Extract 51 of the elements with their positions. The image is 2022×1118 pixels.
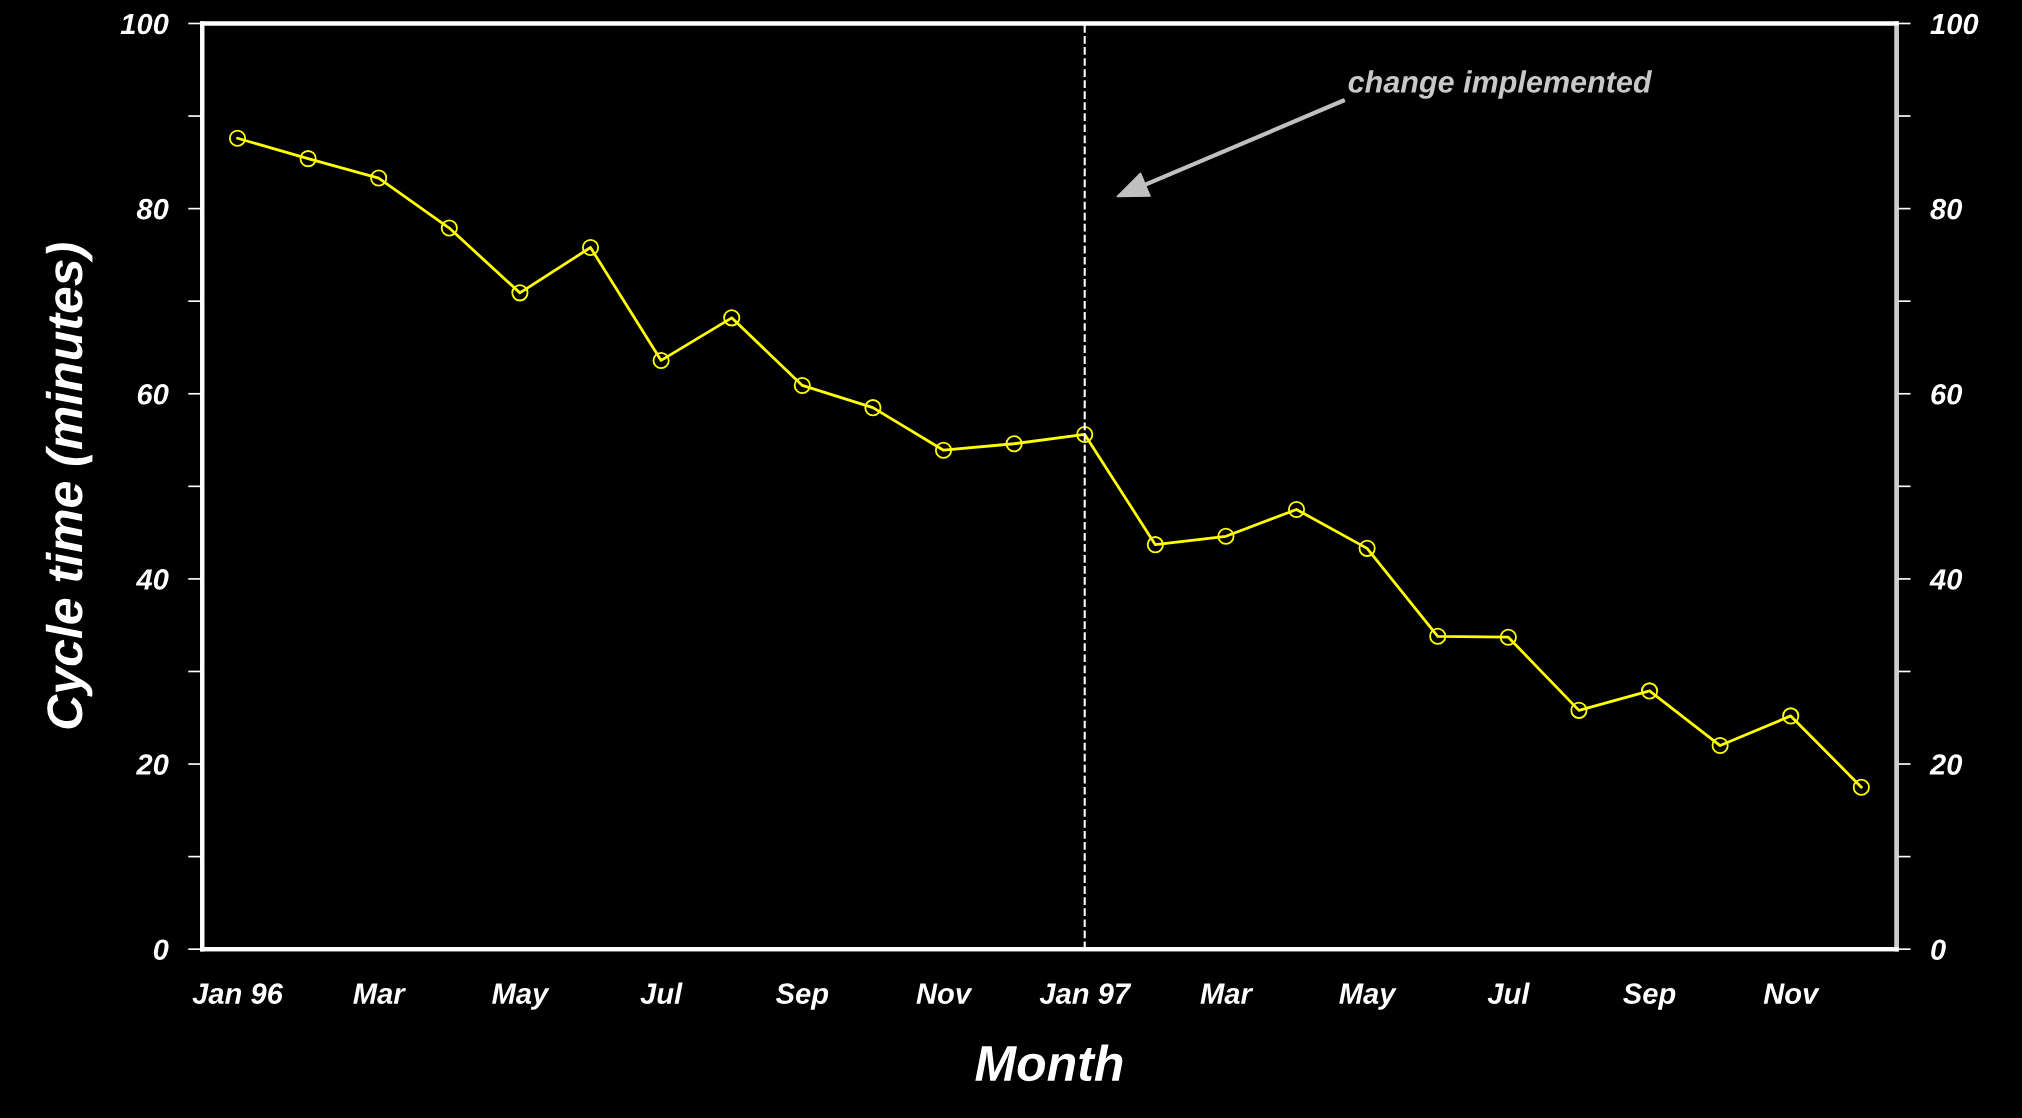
x-tick-label: Jan 97 bbox=[1039, 983, 1132, 1004]
x-tick-label: Nov bbox=[1763, 983, 1820, 1004]
x-tick-label: Mar bbox=[353, 983, 406, 1004]
x-tick-label: Jan 96 bbox=[192, 983, 284, 1004]
y-tick-label: 60 bbox=[137, 383, 169, 405]
point bbox=[581, 238, 600, 257]
y2-tick-label: 80 bbox=[1930, 198, 1963, 220]
y-tick-label: 20 bbox=[135, 754, 169, 775]
annotation: change implemented bbox=[1348, 70, 1653, 99]
y-tick-label: 0 bbox=[153, 939, 169, 961]
x-tick-label: Sep bbox=[775, 983, 829, 1010]
point bbox=[1287, 500, 1306, 519]
point bbox=[1005, 435, 1023, 453]
point bbox=[723, 309, 741, 327]
y-tick-label: 40 bbox=[135, 569, 169, 590]
point bbox=[511, 284, 529, 302]
point bbox=[934, 441, 953, 459]
point bbox=[1852, 778, 1870, 796]
y-tick-label: 80 bbox=[136, 198, 169, 220]
point bbox=[1711, 736, 1729, 755]
x-tick-label: Jul bbox=[1487, 982, 1530, 1004]
point bbox=[793, 376, 811, 394]
point bbox=[1076, 425, 1094, 444]
point bbox=[299, 150, 317, 168]
y2-tick-label: 60 bbox=[1931, 383, 1963, 405]
y2-tick-label: 0 bbox=[1931, 939, 1946, 961]
y-tick-label: 100 bbox=[120, 13, 169, 35]
x-axis-title: Month bbox=[975, 1044, 1123, 1082]
point bbox=[1782, 707, 1800, 725]
point bbox=[1358, 539, 1376, 557]
x-tick-label: May bbox=[1339, 983, 1397, 1010]
point bbox=[370, 169, 388, 187]
point bbox=[1640, 682, 1659, 700]
point bbox=[864, 399, 882, 417]
x-tick-label: May bbox=[492, 983, 550, 1010]
point bbox=[440, 219, 458, 237]
y-axis-title: Cycle time (minutes) bbox=[45, 243, 93, 729]
point bbox=[228, 129, 247, 147]
x-tick-label: Mar bbox=[1200, 983, 1254, 1004]
x-tick-label: Jul bbox=[640, 982, 683, 1004]
point bbox=[1146, 536, 1164, 554]
y2-tick-label: 40 bbox=[1929, 569, 1963, 590]
x-tick-label: Sep bbox=[1623, 983, 1676, 1010]
point bbox=[1570, 701, 1588, 719]
point bbox=[1217, 527, 1235, 545]
point bbox=[1429, 627, 1447, 645]
y2-tick-label: 100 bbox=[1930, 13, 1979, 35]
y2-tick-label: 20 bbox=[1929, 754, 1963, 775]
x-tick-label: Nov bbox=[916, 983, 973, 1004]
point bbox=[652, 351, 670, 369]
point bbox=[1499, 628, 1517, 646]
